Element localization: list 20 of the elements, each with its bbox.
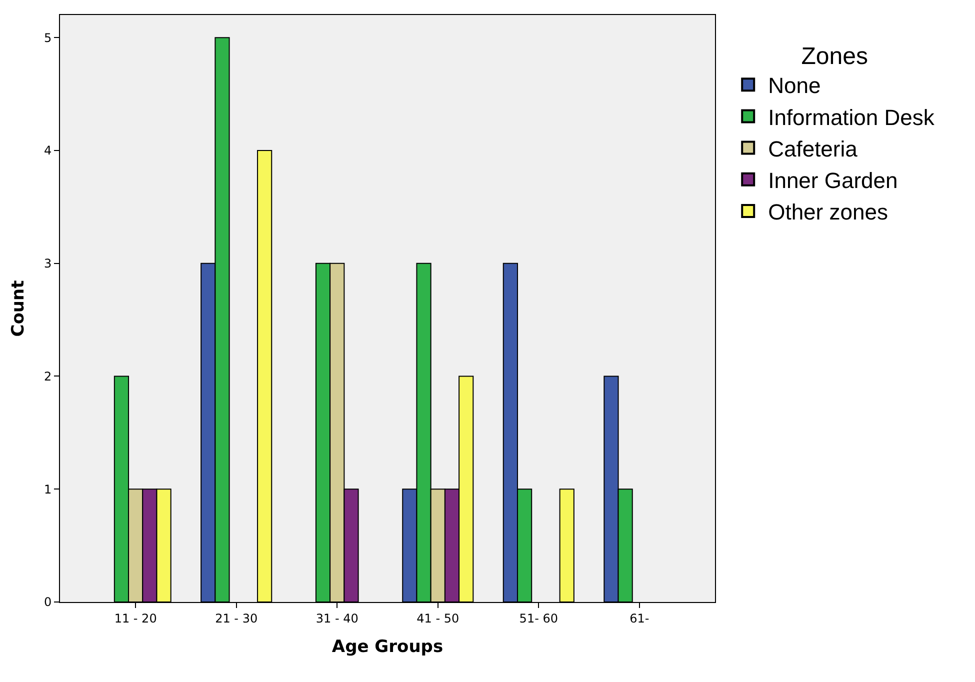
x-tick-label: 61- xyxy=(630,611,650,626)
y-tick-label: 3 xyxy=(44,256,52,271)
x-tick-label: 31 - 40 xyxy=(316,611,358,626)
x-tick-label: 41 - 50 xyxy=(416,611,460,626)
legend-label: Other zones xyxy=(768,200,888,225)
legend-label: Inner Garden xyxy=(768,168,898,193)
y-tick-label: 0 xyxy=(44,595,52,610)
y-tick-label: 1 xyxy=(44,482,52,496)
x-axis-title: Age Groups xyxy=(332,636,444,657)
legend-label: Cafeteria xyxy=(768,136,858,162)
x-tick-label: 11 - 20 xyxy=(114,611,157,626)
legend-title: Zones xyxy=(801,42,868,70)
y-tick-label: 4 xyxy=(44,144,52,158)
legend-label: None xyxy=(768,73,821,98)
legend-label: Information Desk xyxy=(768,104,936,130)
x-tick-label: 51- 60 xyxy=(519,611,558,626)
y-tick-label: 2 xyxy=(44,369,52,384)
y-axis-title: Count xyxy=(8,280,29,337)
x-tick-label: 21 - 30 xyxy=(215,611,258,626)
y-tick-label: 5 xyxy=(44,30,52,45)
